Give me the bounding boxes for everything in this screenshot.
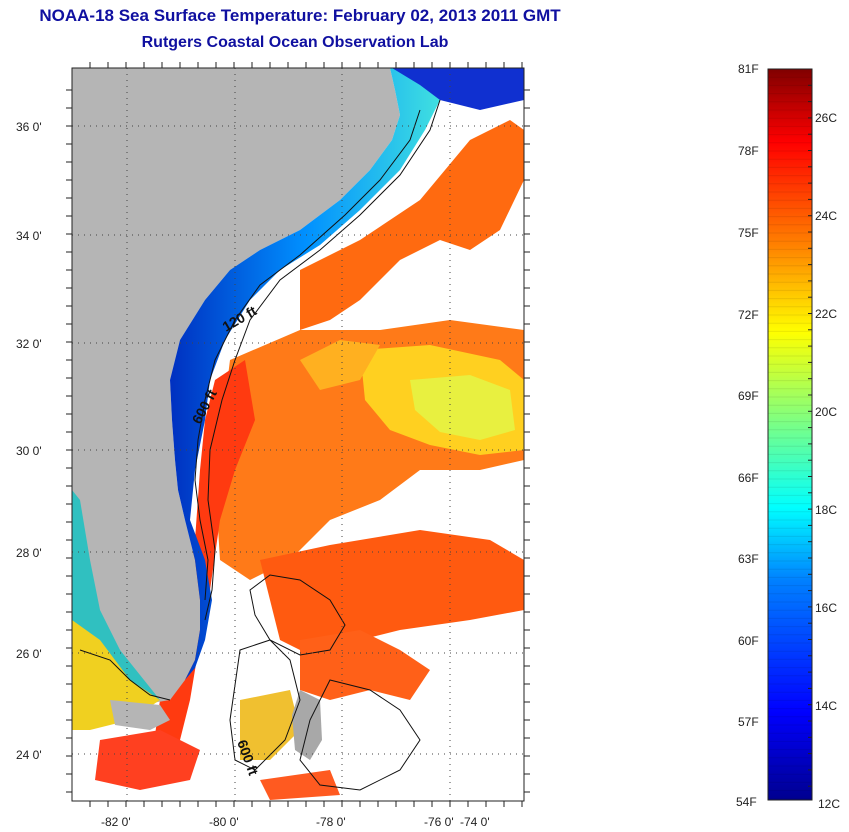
map-title: NOAA-18 Sea Surface Temperature: Februar… <box>39 6 561 25</box>
land-mass <box>72 68 400 760</box>
lon-label-78: -78 0' <box>316 815 346 829</box>
lon-label-82: -82 0' <box>101 815 131 829</box>
lat-label-28: 28 0' <box>16 546 42 560</box>
lat-label-26: 26 0' <box>16 647 42 661</box>
colorbar-ticks <box>808 68 812 787</box>
map-subtitle: Rutgers Coastal Ocean Observation Lab <box>141 34 449 51</box>
keys-land <box>110 700 170 730</box>
lat-label-34: 34 0' <box>16 229 42 243</box>
lat-label-24: 24 0' <box>16 748 42 762</box>
cb-f-75: 75F <box>738 226 759 240</box>
cb-c-24: 24C <box>815 209 837 223</box>
lon-label-76: -76 0' <box>424 815 454 829</box>
bathymetry-contours <box>79 99 441 791</box>
cb-c-16: 16C <box>815 601 837 615</box>
cb-c-14: 14C <box>815 699 837 713</box>
cb-f-81: 81F <box>738 62 759 76</box>
cb-f-54: 54F <box>736 795 757 809</box>
lat-label-36: 36 0' <box>16 120 42 134</box>
cb-c-20: 20C <box>815 405 837 419</box>
graticule <box>72 68 524 801</box>
lon-label-74: -74 0' <box>460 815 490 829</box>
sound-waters <box>392 68 524 110</box>
cold-coastal-water <box>170 68 440 680</box>
axis-ticks <box>66 62 530 807</box>
cb-f-60: 60F <box>738 634 759 648</box>
colorbar: 81F 78F 75F 72F 69F 66F 63F 60F 57F 54F … <box>736 62 840 811</box>
cb-c-18: 18C <box>815 503 837 517</box>
sst-field <box>95 120 524 800</box>
cb-f-78: 78F <box>738 144 759 158</box>
warm-gulf-water <box>72 620 160 730</box>
cb-f-66: 66F <box>738 471 759 485</box>
cb-f-57: 57F <box>738 715 759 729</box>
lon-label-80: -80 0' <box>209 815 239 829</box>
map-area <box>72 68 524 801</box>
cb-f-69: 69F <box>738 389 759 403</box>
cb-c-22: 22C <box>815 307 837 321</box>
lat-label-32: 32 0' <box>16 337 42 351</box>
cb-c-12: 12C <box>818 797 840 811</box>
colorbar-frame <box>767 68 813 801</box>
map-frame <box>71 67 525 802</box>
lat-label-30: 30 0' <box>16 444 42 458</box>
cb-c-26: 26C <box>815 111 837 125</box>
cb-f-63: 63F <box>738 552 759 566</box>
cb-f-72: 72F <box>738 308 759 322</box>
colorbar-gradient <box>768 69 812 800</box>
